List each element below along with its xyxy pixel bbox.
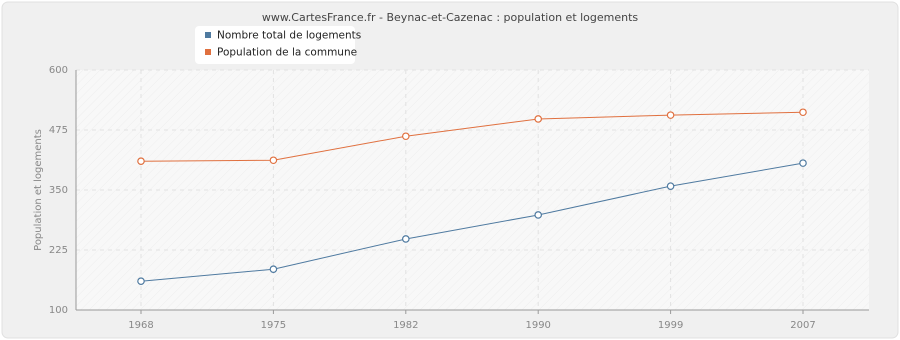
data-point bbox=[269, 156, 278, 165]
x-tick-label: 1968 bbox=[128, 320, 153, 331]
x-tick-label: 1999 bbox=[658, 320, 683, 331]
y-tick-label: 350 bbox=[49, 185, 68, 196]
data-point bbox=[269, 265, 278, 274]
chart-title: www.CartesFrance.fr - Beynac-et-Cazenac … bbox=[262, 11, 639, 24]
y-tick-label: 475 bbox=[49, 125, 68, 136]
x-tick-label: 1982 bbox=[393, 320, 418, 331]
legend-swatch bbox=[205, 32, 211, 38]
data-point bbox=[401, 132, 410, 141]
series-line bbox=[140, 111, 804, 162]
y-tick-label: 600 bbox=[49, 65, 68, 76]
series-line bbox=[140, 162, 804, 282]
plot-area bbox=[76, 70, 869, 310]
legend-label: Nombre total de logements bbox=[217, 30, 361, 42]
data-point bbox=[401, 235, 410, 243]
data-point bbox=[666, 111, 675, 119]
data-point bbox=[799, 108, 807, 117]
legend-label: Population de la commune bbox=[217, 47, 357, 59]
data-point bbox=[534, 211, 543, 219]
data-point bbox=[799, 159, 807, 167]
x-tick-label: 1990 bbox=[525, 320, 550, 331]
y-axis-label: Population et logements bbox=[33, 129, 44, 251]
x-tick-label: 2007 bbox=[790, 320, 815, 331]
data-point bbox=[666, 182, 675, 190]
data-point bbox=[137, 157, 145, 166]
y-tick-label: 100 bbox=[49, 305, 68, 316]
y-tick-label: 225 bbox=[49, 245, 68, 256]
legend bbox=[195, 26, 355, 64]
x-tick-label: 1975 bbox=[261, 320, 286, 331]
legend-swatch bbox=[205, 49, 211, 55]
data-point bbox=[137, 277, 145, 286]
data-point bbox=[534, 115, 543, 123]
